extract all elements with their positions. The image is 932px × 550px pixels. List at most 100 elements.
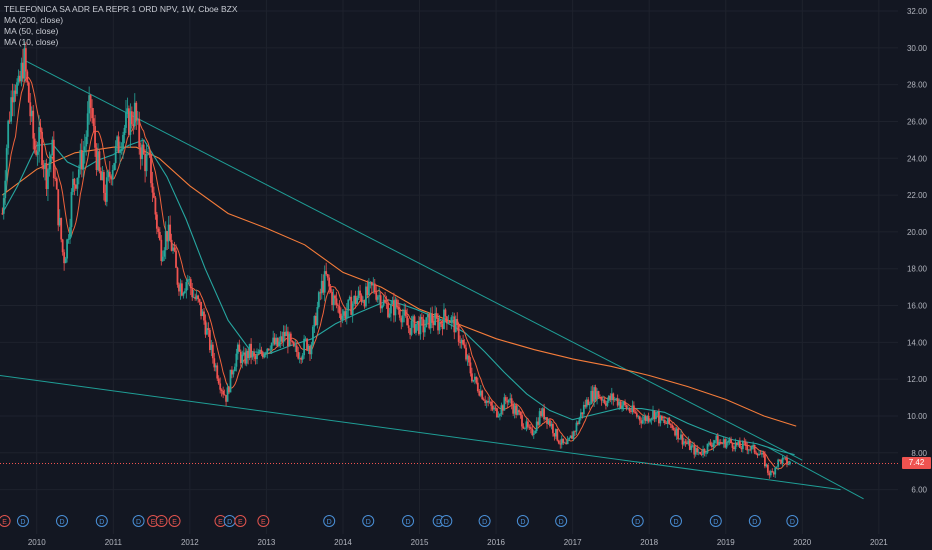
candle-body <box>185 282 188 292</box>
candle-body <box>337 304 339 306</box>
candle-body <box>554 429 557 437</box>
candle-body <box>504 397 507 401</box>
candle-body <box>163 250 166 257</box>
candle-body <box>57 189 60 226</box>
candle-body <box>279 336 282 342</box>
candle-body <box>412 316 414 321</box>
price-axis[interactable]: 6.00 8.00 10.00 12.00 14.00 16.00 18.00 20.00 22… <box>907 7 928 495</box>
time-axis[interactable]: 2010 2011 2012 2013 2014 2015 2016 2017 2018 2019… <box>28 538 888 547</box>
candle-body <box>721 443 724 445</box>
candle-body <box>8 120 11 122</box>
event-marker-label: D <box>436 519 441 526</box>
candle-body <box>494 407 497 409</box>
candle-body <box>637 416 640 418</box>
candle-body <box>170 239 173 251</box>
candle-body <box>282 331 285 342</box>
candle-body <box>519 412 522 416</box>
candle-body <box>566 439 569 445</box>
event-marker-label: D <box>227 519 232 526</box>
candle-body <box>591 390 594 402</box>
candle-body <box>278 341 280 347</box>
candle-body <box>593 387 596 402</box>
candle-body <box>448 322 451 324</box>
candle-body <box>167 224 170 242</box>
candle-body <box>86 113 89 137</box>
candle-body <box>784 457 787 459</box>
candle-body <box>191 288 194 298</box>
candle-body <box>619 401 622 409</box>
candle-body <box>125 112 127 128</box>
candle-body <box>473 376 476 380</box>
candle-body <box>273 337 276 345</box>
candle-body <box>235 353 238 367</box>
candle-body <box>749 449 752 451</box>
candle-body <box>304 338 307 340</box>
event-marker-label: D <box>752 519 757 526</box>
symbol-title[interactable]: TELEFONICA SA ADR EA REPR 1 ORD NPV, 1W,… <box>4 4 238 14</box>
trendlines <box>0 60 864 500</box>
candle-body <box>111 170 114 180</box>
candle-body <box>166 231 169 242</box>
candle-body <box>144 153 147 172</box>
candle-body <box>309 346 311 355</box>
candle-body <box>734 442 737 450</box>
x-tick-label: 2021 <box>870 538 888 547</box>
candle-body <box>581 412 584 415</box>
candle-body <box>27 82 30 103</box>
y-tick-label: 6.00 <box>911 486 927 495</box>
candle-body <box>394 299 397 316</box>
candle-body <box>669 423 672 425</box>
candle-body <box>768 472 771 476</box>
candle-body <box>26 71 29 83</box>
candle-body <box>317 292 320 308</box>
candle-body <box>660 415 663 421</box>
legend-ma10[interactable]: MA (10, close) <box>4 37 59 47</box>
event-marker-label: E <box>261 519 266 526</box>
trendline <box>0 374 841 491</box>
legend-ma50[interactable]: MA (50, close) <box>4 26 59 36</box>
candle-body <box>138 118 141 148</box>
dividend-marker <box>16 515 29 527</box>
candle-body <box>727 440 730 443</box>
candle-body <box>64 258 67 264</box>
event-marker-label: D <box>713 519 718 526</box>
candle-body <box>80 149 83 170</box>
candle-body <box>264 353 267 355</box>
candle-body <box>217 378 220 384</box>
candle-body <box>223 394 226 396</box>
candle-body <box>197 295 200 300</box>
candle-body <box>650 418 653 420</box>
candle-body <box>210 344 213 351</box>
candle-body <box>499 414 501 417</box>
candle-body <box>2 198 5 214</box>
candle-body <box>641 420 644 424</box>
candle-body <box>219 383 222 390</box>
candle-body <box>488 401 491 403</box>
candle-body <box>319 292 322 294</box>
candle-body <box>607 395 610 402</box>
candle-body <box>122 134 124 150</box>
candle-body <box>557 440 560 444</box>
event-marker-label: E <box>172 519 177 526</box>
candle-body <box>678 438 681 440</box>
candle-body <box>711 445 713 447</box>
candle-body <box>47 169 49 189</box>
candle-body <box>54 178 57 179</box>
candle-body <box>481 390 484 400</box>
candle-body <box>454 319 457 333</box>
candle-body <box>378 295 381 297</box>
candle-body <box>66 239 68 259</box>
candle-body <box>49 155 52 163</box>
dividend-marker <box>323 515 336 527</box>
candle-body <box>743 441 746 443</box>
legend-ma200[interactable]: MA (200, close) <box>4 15 64 25</box>
candle-body <box>16 82 18 94</box>
candle-body <box>663 420 666 424</box>
candle-body <box>407 325 410 329</box>
candle-body <box>126 108 129 113</box>
candle-body <box>416 321 419 324</box>
candle-body <box>285 331 288 337</box>
candle-body <box>82 152 85 170</box>
